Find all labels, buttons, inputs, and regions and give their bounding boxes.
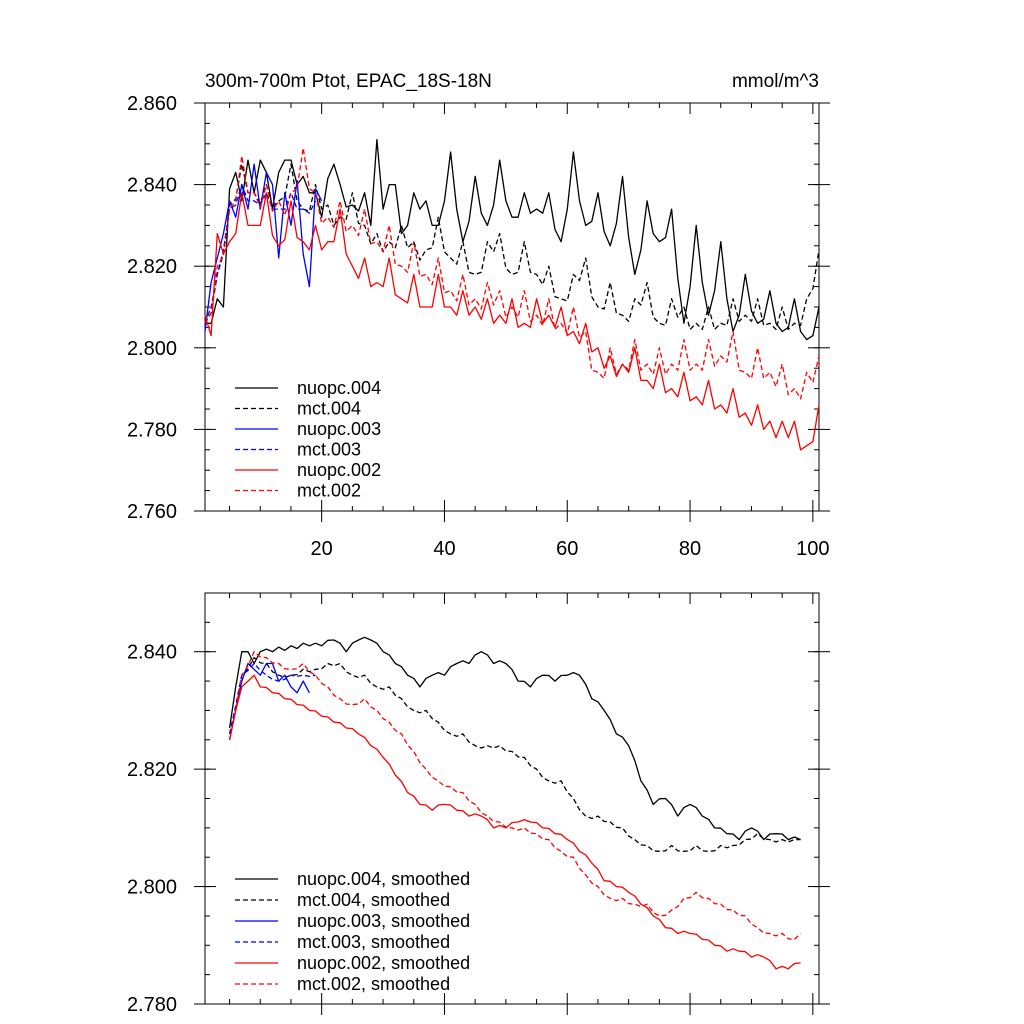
- legend-label: nuopc.004: [297, 378, 381, 398]
- y-tick-label: 2.780: [127, 994, 177, 1016]
- legend-label: mct.004, smoothed: [297, 890, 450, 910]
- x-tick-label: 40: [433, 538, 455, 560]
- y-tick-label: 2.760: [127, 501, 177, 523]
- legend-label: nuopc.002, smoothed: [297, 953, 470, 973]
- bottom-panel: 2.780 2.800 2.820 2.840 nuopc.004, smoothed…: [127, 592, 830, 1016]
- series-line-mct-004-smoothed: [228, 656, 801, 852]
- y-tick-label: 2.800: [127, 338, 177, 360]
- legend-label: mct.002: [297, 481, 361, 501]
- x-tick-label: 20: [311, 538, 333, 560]
- y-tick-label: 2.840: [127, 642, 177, 664]
- series-line-mct-002-smoothed: [228, 651, 802, 941]
- series-line-mct-002: [204, 147, 820, 400]
- legend-label: mct.004: [297, 399, 361, 419]
- x-tick-label: 80: [679, 538, 701, 560]
- top-panel-title: 300m-700m Ptot, EPAC_18S-18N: [205, 71, 492, 92]
- x-tick-label: 60: [556, 538, 578, 560]
- top-series: [204, 139, 820, 451]
- top-panel-units: mmol/m^3: [732, 71, 819, 92]
- top-legend: nuopc.004mct.004nuopc.003mct.003nuopc.00…: [235, 378, 381, 501]
- series-line-mct-004: [204, 163, 820, 331]
- bottom-ticks: 2.780 2.800 2.820 2.840: [127, 592, 830, 1016]
- y-tick-label: 2.820: [127, 759, 177, 781]
- series-line-nuopc-004-smoothed: [228, 636, 801, 841]
- legend-label: nuopc.004, smoothed: [297, 869, 470, 889]
- series-line-mct-003-smoothed: [228, 662, 316, 735]
- y-tick-label: 2.840: [127, 175, 177, 197]
- y-tick-label: 2.820: [127, 256, 177, 278]
- legend-label: mct.003: [297, 440, 361, 460]
- top-ticks: 20 40 60 80 100 2.760 2.780 2.800 2.820 2.840 2.86…: [127, 93, 830, 560]
- legend-label: mct.003, smoothed: [297, 932, 450, 952]
- y-tick-label: 2.800: [127, 877, 177, 899]
- legend-label: nuopc.003: [297, 419, 381, 439]
- legend-label: mct.002, smoothed: [297, 974, 450, 994]
- bottom-series: [228, 636, 802, 970]
- legend-label: nuopc.003, smoothed: [297, 911, 470, 931]
- x-tick-label: 100: [796, 538, 829, 560]
- series-line-nuopc-002: [204, 192, 820, 451]
- legend-label: nuopc.002: [297, 460, 381, 480]
- y-tick-label: 2.860: [127, 93, 177, 115]
- series-line-nuopc-003-smoothed: [228, 662, 310, 740]
- series-line-nuopc-002-smoothed: [228, 674, 801, 970]
- series-line-nuopc-004: [205, 139, 820, 341]
- top-panel: 300m-700m Ptot, EPAC_18S-18N mmol/m^3 20…: [127, 71, 830, 560]
- y-tick-label: 2.780: [127, 419, 177, 441]
